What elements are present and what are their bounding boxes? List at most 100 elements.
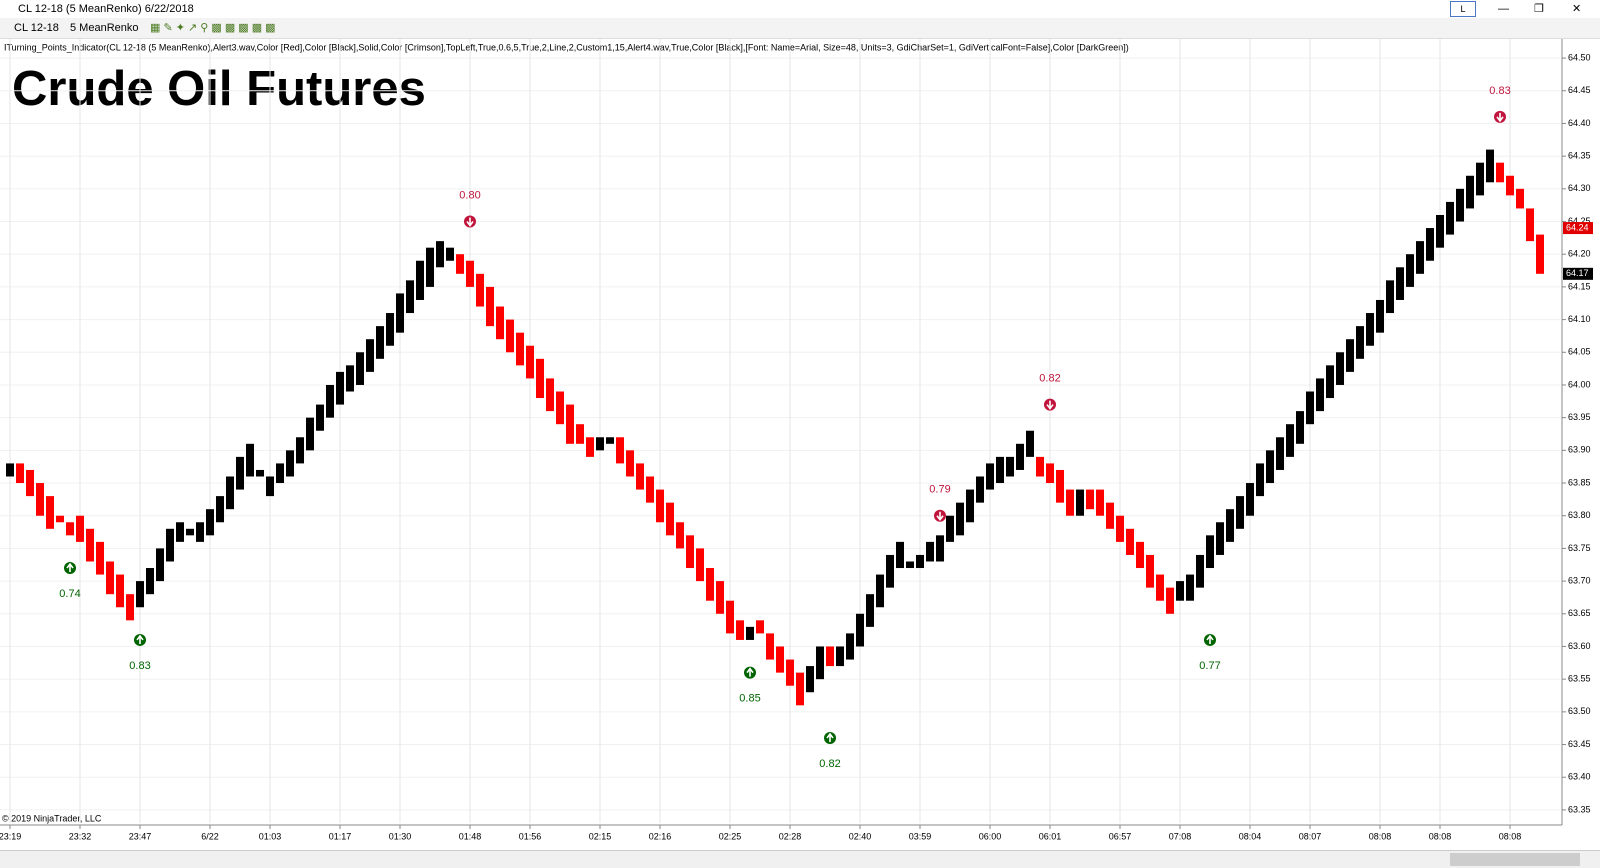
up-bar — [1366, 313, 1374, 346]
down-bar — [1156, 574, 1164, 601]
down-bar — [616, 437, 624, 464]
down-bar — [76, 515, 84, 542]
down-bar — [466, 260, 474, 287]
x-tick-label: 01:17 — [329, 831, 352, 841]
down-bar — [776, 646, 784, 673]
y-tick-label: 63.60 — [1568, 641, 1591, 651]
up-bar — [1356, 326, 1364, 359]
up-bar — [1326, 365, 1334, 399]
up-bar — [1436, 214, 1444, 248]
x-tick-label: 01:56 — [519, 831, 542, 841]
title-bar: CL 12-18 (5 MeanRenko) 6/22/2018 L — ❐ ✕ — [0, 0, 1600, 18]
x-tick-label: 01:03 — [259, 831, 282, 841]
down-bar — [736, 620, 744, 640]
up-bar — [1466, 175, 1474, 209]
up-bar — [256, 469, 264, 477]
turning-point-label: 0.85 — [739, 693, 760, 705]
y-tick-label: 63.80 — [1568, 510, 1591, 520]
y-tick-label: 64.20 — [1568, 249, 1591, 259]
down-bar — [706, 568, 714, 601]
y-tick-label: 64.25 — [1568, 216, 1591, 226]
up-bar — [146, 568, 154, 595]
up-bar — [236, 456, 244, 490]
up-bar — [1446, 201, 1454, 235]
y-tick-label: 63.90 — [1568, 445, 1591, 455]
up-bar — [416, 260, 424, 300]
up-bar — [216, 496, 224, 523]
up-bar — [856, 613, 864, 647]
down-bar — [106, 561, 114, 595]
up-bar — [366, 339, 374, 372]
toolbar-icons[interactable]: ▦ ✎ ✦ ↗ ⚲ ▩ ▩ ▩ ▩ ▩ — [150, 22, 276, 34]
down-bar — [476, 273, 484, 307]
up-bar — [446, 247, 454, 261]
down-bar — [56, 515, 64, 523]
down-bar — [1526, 208, 1534, 242]
y-tick-label: 63.40 — [1568, 772, 1591, 782]
x-tick-label: 23:32 — [69, 831, 92, 841]
up-bar — [926, 541, 934, 562]
x-tick-label: 08:07 — [1299, 831, 1322, 841]
scroll-thumb[interactable] — [1450, 853, 1580, 866]
up-bar — [936, 535, 944, 562]
y-tick-label: 64.15 — [1568, 281, 1591, 291]
down-bar — [36, 483, 44, 516]
down-bar — [86, 528, 94, 562]
down-bar — [696, 548, 704, 582]
down-bar — [636, 463, 644, 490]
turning-point-arrow — [1206, 634, 1214, 644]
down-bar — [16, 463, 24, 484]
up-bar — [906, 561, 914, 569]
up-bar — [376, 326, 384, 359]
bar-type-selector[interactable]: 5 MeanRenko — [70, 22, 139, 34]
y-tick-label: 64.05 — [1568, 347, 1591, 357]
down-bar — [756, 620, 764, 634]
minimize[interactable]: — — [1498, 3, 1509, 15]
down-bar — [1166, 587, 1174, 614]
up-bar — [1246, 483, 1254, 516]
up-bar — [1456, 188, 1464, 222]
down-bar — [1516, 188, 1524, 209]
turning-point-arrow — [936, 511, 944, 522]
instrument-selector[interactable]: CL 12-18 — [14, 22, 59, 34]
up-bar — [1236, 496, 1244, 529]
down-bar — [826, 646, 834, 667]
scrollbar[interactable] — [0, 850, 1600, 868]
y-tick-label: 64.35 — [1568, 151, 1591, 161]
up-bar — [1376, 299, 1384, 333]
up-bar — [1186, 574, 1194, 601]
up-bar — [1026, 430, 1034, 457]
up-bar — [1286, 424, 1294, 457]
down-bar — [646, 476, 654, 503]
down-bar — [46, 496, 54, 529]
turning-point-arrow — [66, 562, 74, 573]
up-bar — [266, 476, 274, 497]
up-bar — [866, 594, 874, 627]
window-button[interactable]: L — [1450, 1, 1476, 17]
down-bar — [1536, 234, 1544, 274]
up-bar — [176, 522, 184, 542]
up-bar — [396, 293, 404, 333]
up-bar — [1486, 149, 1494, 183]
copyright: © 2019 NinjaTrader, LLC — [2, 813, 102, 823]
down-bar — [566, 404, 574, 444]
x-tick-label: 08:04 — [1239, 831, 1262, 841]
turning-point-arrow — [1046, 400, 1054, 410]
close[interactable]: ✕ — [1572, 3, 1582, 15]
down-bar — [1046, 463, 1054, 484]
up-bar — [226, 476, 234, 510]
up-bar — [1216, 522, 1224, 555]
x-tick-label: 23:47 — [129, 831, 152, 841]
restore[interactable]: ❐ — [1534, 3, 1544, 15]
up-bar — [296, 437, 304, 464]
up-bar — [136, 581, 144, 608]
up-bar — [246, 443, 254, 477]
down-bar — [1496, 162, 1504, 183]
up-bar — [836, 646, 844, 667]
x-tick-label: 06:00 — [979, 831, 1002, 841]
up-bar — [386, 313, 394, 346]
up-bar — [806, 666, 814, 693]
up-bar — [1196, 554, 1204, 588]
down-bar — [96, 541, 104, 575]
up-bar — [976, 476, 984, 503]
